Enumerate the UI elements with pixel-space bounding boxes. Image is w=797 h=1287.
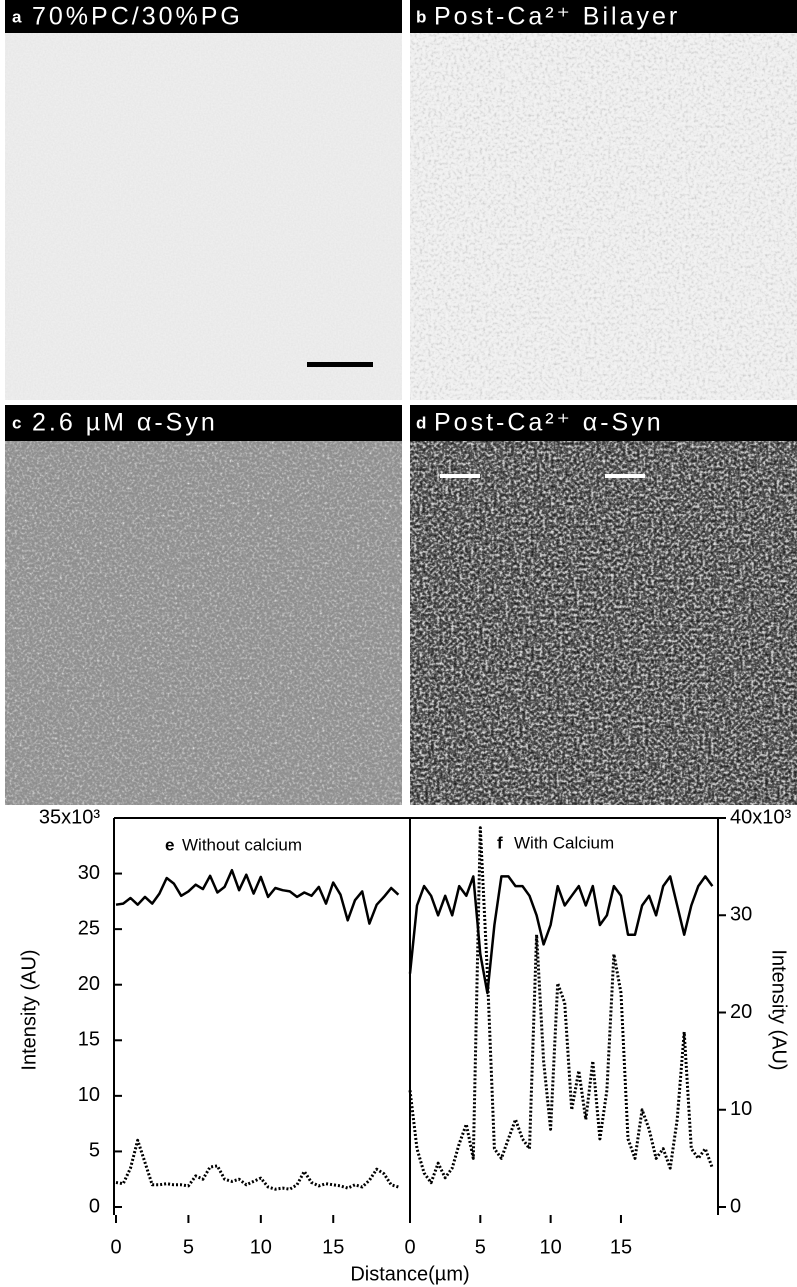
micrograph <box>410 0 797 400</box>
panel-title: Post-Ca²⁺ Bilayer <box>434 3 680 31</box>
y2-tick-label: 40x10³ <box>730 806 791 828</box>
y-tick-label: 20 <box>78 973 100 995</box>
data-line <box>408 875 714 995</box>
panel-title: 70%PC/30%PG <box>32 3 243 31</box>
panel-letter: a <box>12 7 22 26</box>
y2-axis-label: Intensity (AU) <box>768 949 790 1070</box>
y-tick-label: 0 <box>89 1195 100 1217</box>
panel-letter: c <box>12 413 21 432</box>
y-tick-label: 5 <box>89 1140 100 1162</box>
micrograph <box>5 405 402 805</box>
panel-letter: b <box>416 7 426 26</box>
x-tick-label: 10 <box>250 1236 272 1258</box>
y2-tick-label: 30 <box>730 904 752 926</box>
line-marker <box>605 474 645 478</box>
plots: 0 5 10 15 20 25 30 35x10³ 0 5 10 15 0 10 20 30 40x10³ 0 5 1… <box>39 806 792 1258</box>
x-tick-label: 15 <box>610 1236 632 1258</box>
y-axis-label: Intensity (AU) <box>18 949 40 1070</box>
micrograph <box>410 405 797 805</box>
panel-letter: f <box>497 833 503 852</box>
y-tick-label: 10 <box>78 1084 100 1106</box>
x-tick-label: 5 <box>475 1236 486 1258</box>
line-marker <box>440 474 480 478</box>
panel-header <box>410 405 797 441</box>
panel-header <box>5 0 402 33</box>
data-line <box>408 826 714 1185</box>
panel-letter: e <box>165 835 174 854</box>
x-axis-label: Distance(µm) <box>350 1263 469 1285</box>
x-tick-label: 0 <box>404 1236 415 1258</box>
panel-title: Post-Ca²⁺ α-Syn <box>434 409 664 437</box>
y2-tick-label: 10 <box>730 1098 752 1120</box>
panel-header <box>410 0 797 33</box>
y-tick-label: 25 <box>78 917 100 939</box>
x-tick-label: 10 <box>540 1236 562 1258</box>
annotation: With Calcium <box>514 833 614 852</box>
y-tick-label: 15 <box>78 1029 100 1051</box>
micrograph <box>5 0 402 400</box>
x-tick-label: 0 <box>110 1236 121 1258</box>
panel-title: 2.6 µM α-Syn <box>32 409 218 437</box>
y2-tick-label: 20 <box>730 1001 752 1023</box>
panel-letter: d <box>416 413 426 432</box>
y-tick-label: 35x10³ <box>39 806 100 828</box>
data-line <box>115 868 400 925</box>
y2-tick-label: 0 <box>730 1195 741 1217</box>
scale-bar <box>307 362 373 367</box>
data-line <box>115 1138 399 1191</box>
x-tick-label: 15 <box>322 1236 344 1258</box>
x-tick-label: 5 <box>183 1236 194 1258</box>
annotation: Without calcium <box>182 835 302 854</box>
y-tick-label: 30 <box>78 862 100 884</box>
panel-header <box>5 405 402 441</box>
